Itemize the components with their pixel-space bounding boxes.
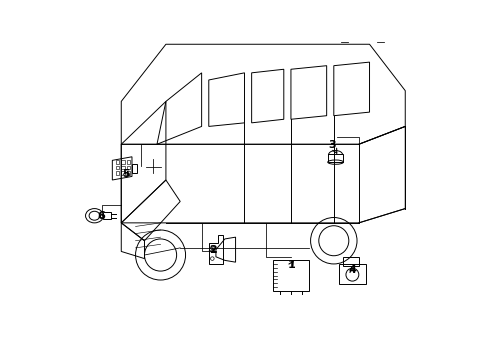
Bar [121, 171, 124, 175]
Bar [126, 160, 130, 164]
Bar [272, 260, 308, 291]
Text: 2: 2 [208, 245, 216, 255]
Text: 6: 6 [97, 211, 105, 221]
Bar [132, 164, 137, 173]
Bar [116, 160, 119, 164]
Bar [103, 212, 110, 219]
Bar [121, 160, 124, 164]
Bar [126, 166, 130, 169]
Bar [339, 264, 365, 284]
Text: 4: 4 [347, 265, 355, 275]
Bar [121, 166, 124, 169]
Text: 3: 3 [328, 140, 336, 153]
Bar [116, 171, 119, 175]
Text: 1: 1 [287, 260, 295, 270]
Bar [327, 154, 343, 162]
Bar [342, 257, 358, 266]
Bar [116, 166, 119, 169]
Bar [126, 171, 130, 175]
Text: 5: 5 [122, 169, 130, 179]
